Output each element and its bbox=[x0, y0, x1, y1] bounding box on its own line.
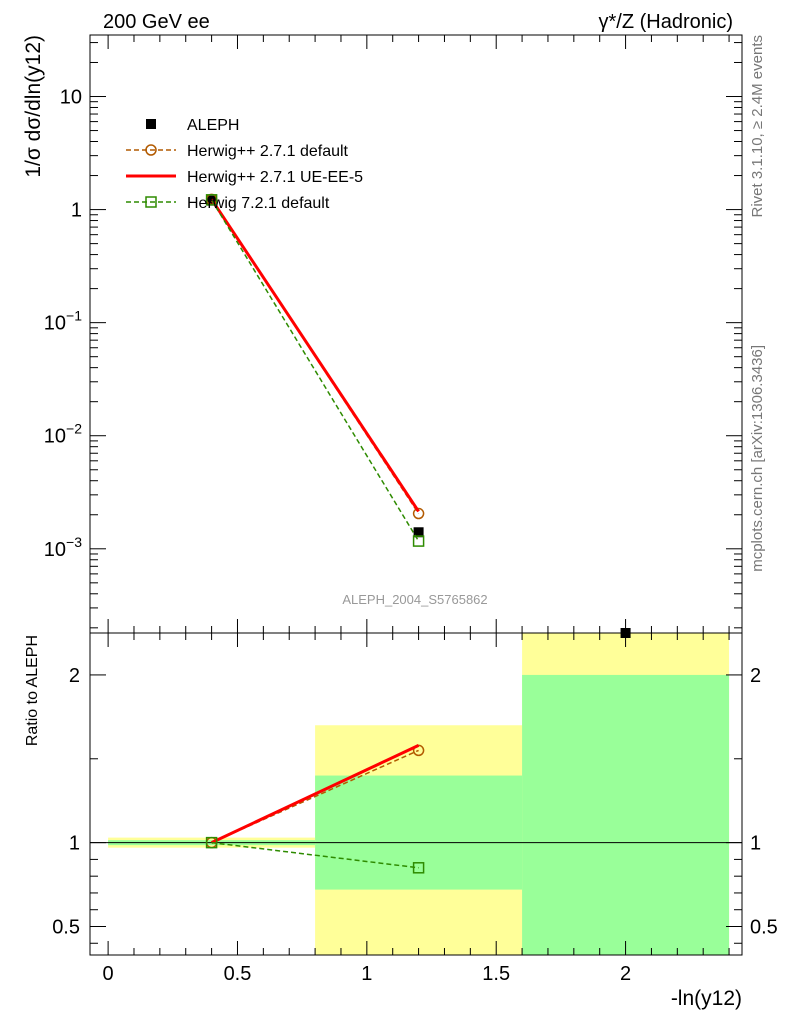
header-left: 200 GeV ee bbox=[103, 11, 210, 33]
band-green-2 bbox=[522, 674, 730, 955]
top-data-point bbox=[412, 535, 425, 547]
x-tick-label: 0 bbox=[103, 963, 114, 985]
band-green-1 bbox=[315, 775, 523, 890]
legend-entry: Herwig++ 2.7.1 UE-EE-5 bbox=[126, 169, 363, 186]
ratio-series-herwig-7-2-1-default bbox=[205, 836, 425, 874]
top-y-tick-label: 10−1 bbox=[44, 308, 82, 335]
legend-entry: Herwig 7.2.1 default bbox=[126, 195, 330, 212]
top-data-point bbox=[412, 507, 425, 520]
analysis-label: ALEPH_2004_S5765862 bbox=[342, 592, 487, 607]
x-tick-label: 2 bbox=[620, 963, 631, 985]
ratio-plot-frame bbox=[89, 632, 743, 956]
legend-entry: ALEPH bbox=[146, 117, 239, 134]
top-y-tick-label: 10−3 bbox=[44, 534, 82, 561]
ratio-y-tick-label: 2 bbox=[69, 665, 80, 687]
legend-marker bbox=[145, 196, 157, 208]
top-series-aleph bbox=[206, 195, 631, 638]
ratio-y-tick-label: 1 bbox=[69, 833, 80, 855]
ratio-y-tick-label-right: 0.5 bbox=[750, 916, 778, 938]
ratio-series-line bbox=[211, 749, 419, 844]
top-y-axis-title: 1/σ dσ/dln(y12) bbox=[22, 35, 45, 178]
top-y-tick-label: 10−2 bbox=[44, 421, 82, 448]
ratio-series-line bbox=[211, 841, 419, 869]
top-series-herwig-7-2-1-default bbox=[205, 194, 425, 547]
ratio-series-herwig-2-7-1-ue-ee-5 bbox=[210, 744, 420, 844]
legend-label: Herwig++ 2.7.1 UE-EE-5 bbox=[187, 169, 363, 186]
legend-label: Herwig 7.2.1 default bbox=[187, 195, 330, 212]
ratio-series-line bbox=[210, 744, 420, 844]
top-y-tick-label: 1 bbox=[71, 200, 82, 222]
ratio-y-axis-title: Ratio to ALEPH bbox=[24, 635, 41, 746]
legend-marker bbox=[145, 144, 157, 156]
top-data-point bbox=[413, 527, 424, 538]
legend: ALEPH Herwig++ 2.7.1 default Herwig++ 2.7.… bbox=[126, 117, 363, 212]
ratio-y-tick-label-right: 2 bbox=[750, 665, 761, 687]
x-axis-title: -ln(y12) bbox=[671, 987, 742, 1010]
top-series-line bbox=[210, 199, 420, 542]
rivet-version-label: Rivet 3.1.10, ≥ 2.4M events bbox=[749, 35, 766, 218]
ratio-uncertainty-bands bbox=[108, 633, 730, 955]
x-tick-label: 1 bbox=[361, 963, 372, 985]
legend-label: ALEPH bbox=[187, 117, 239, 134]
top-series-herwig-2-7-1-ue-ee-5 bbox=[210, 198, 420, 513]
x-tick-label: 1.5 bbox=[482, 963, 510, 985]
header-right: γ*/Z (Hadronic) bbox=[599, 11, 733, 33]
mcplots-reference-label: mcplots.cern.ch [arXiv:1306.3436] bbox=[749, 345, 766, 572]
ratio-y-tick-label-right: 1 bbox=[750, 833, 761, 855]
legend-marker bbox=[146, 119, 156, 129]
ratio-y-tick-label: 0.5 bbox=[52, 916, 80, 938]
ratio-data-point bbox=[205, 836, 218, 849]
top-y-tick-label: 10 bbox=[60, 87, 82, 109]
ratio-data-point bbox=[412, 862, 425, 874]
top-data-point bbox=[205, 194, 218, 206]
legend-label: Herwig++ 2.7.1 default bbox=[187, 143, 349, 160]
legend-entry: Herwig++ 2.7.1 default bbox=[126, 143, 349, 160]
top-series-line bbox=[210, 198, 420, 513]
x-tick-label: 0.5 bbox=[224, 963, 252, 985]
